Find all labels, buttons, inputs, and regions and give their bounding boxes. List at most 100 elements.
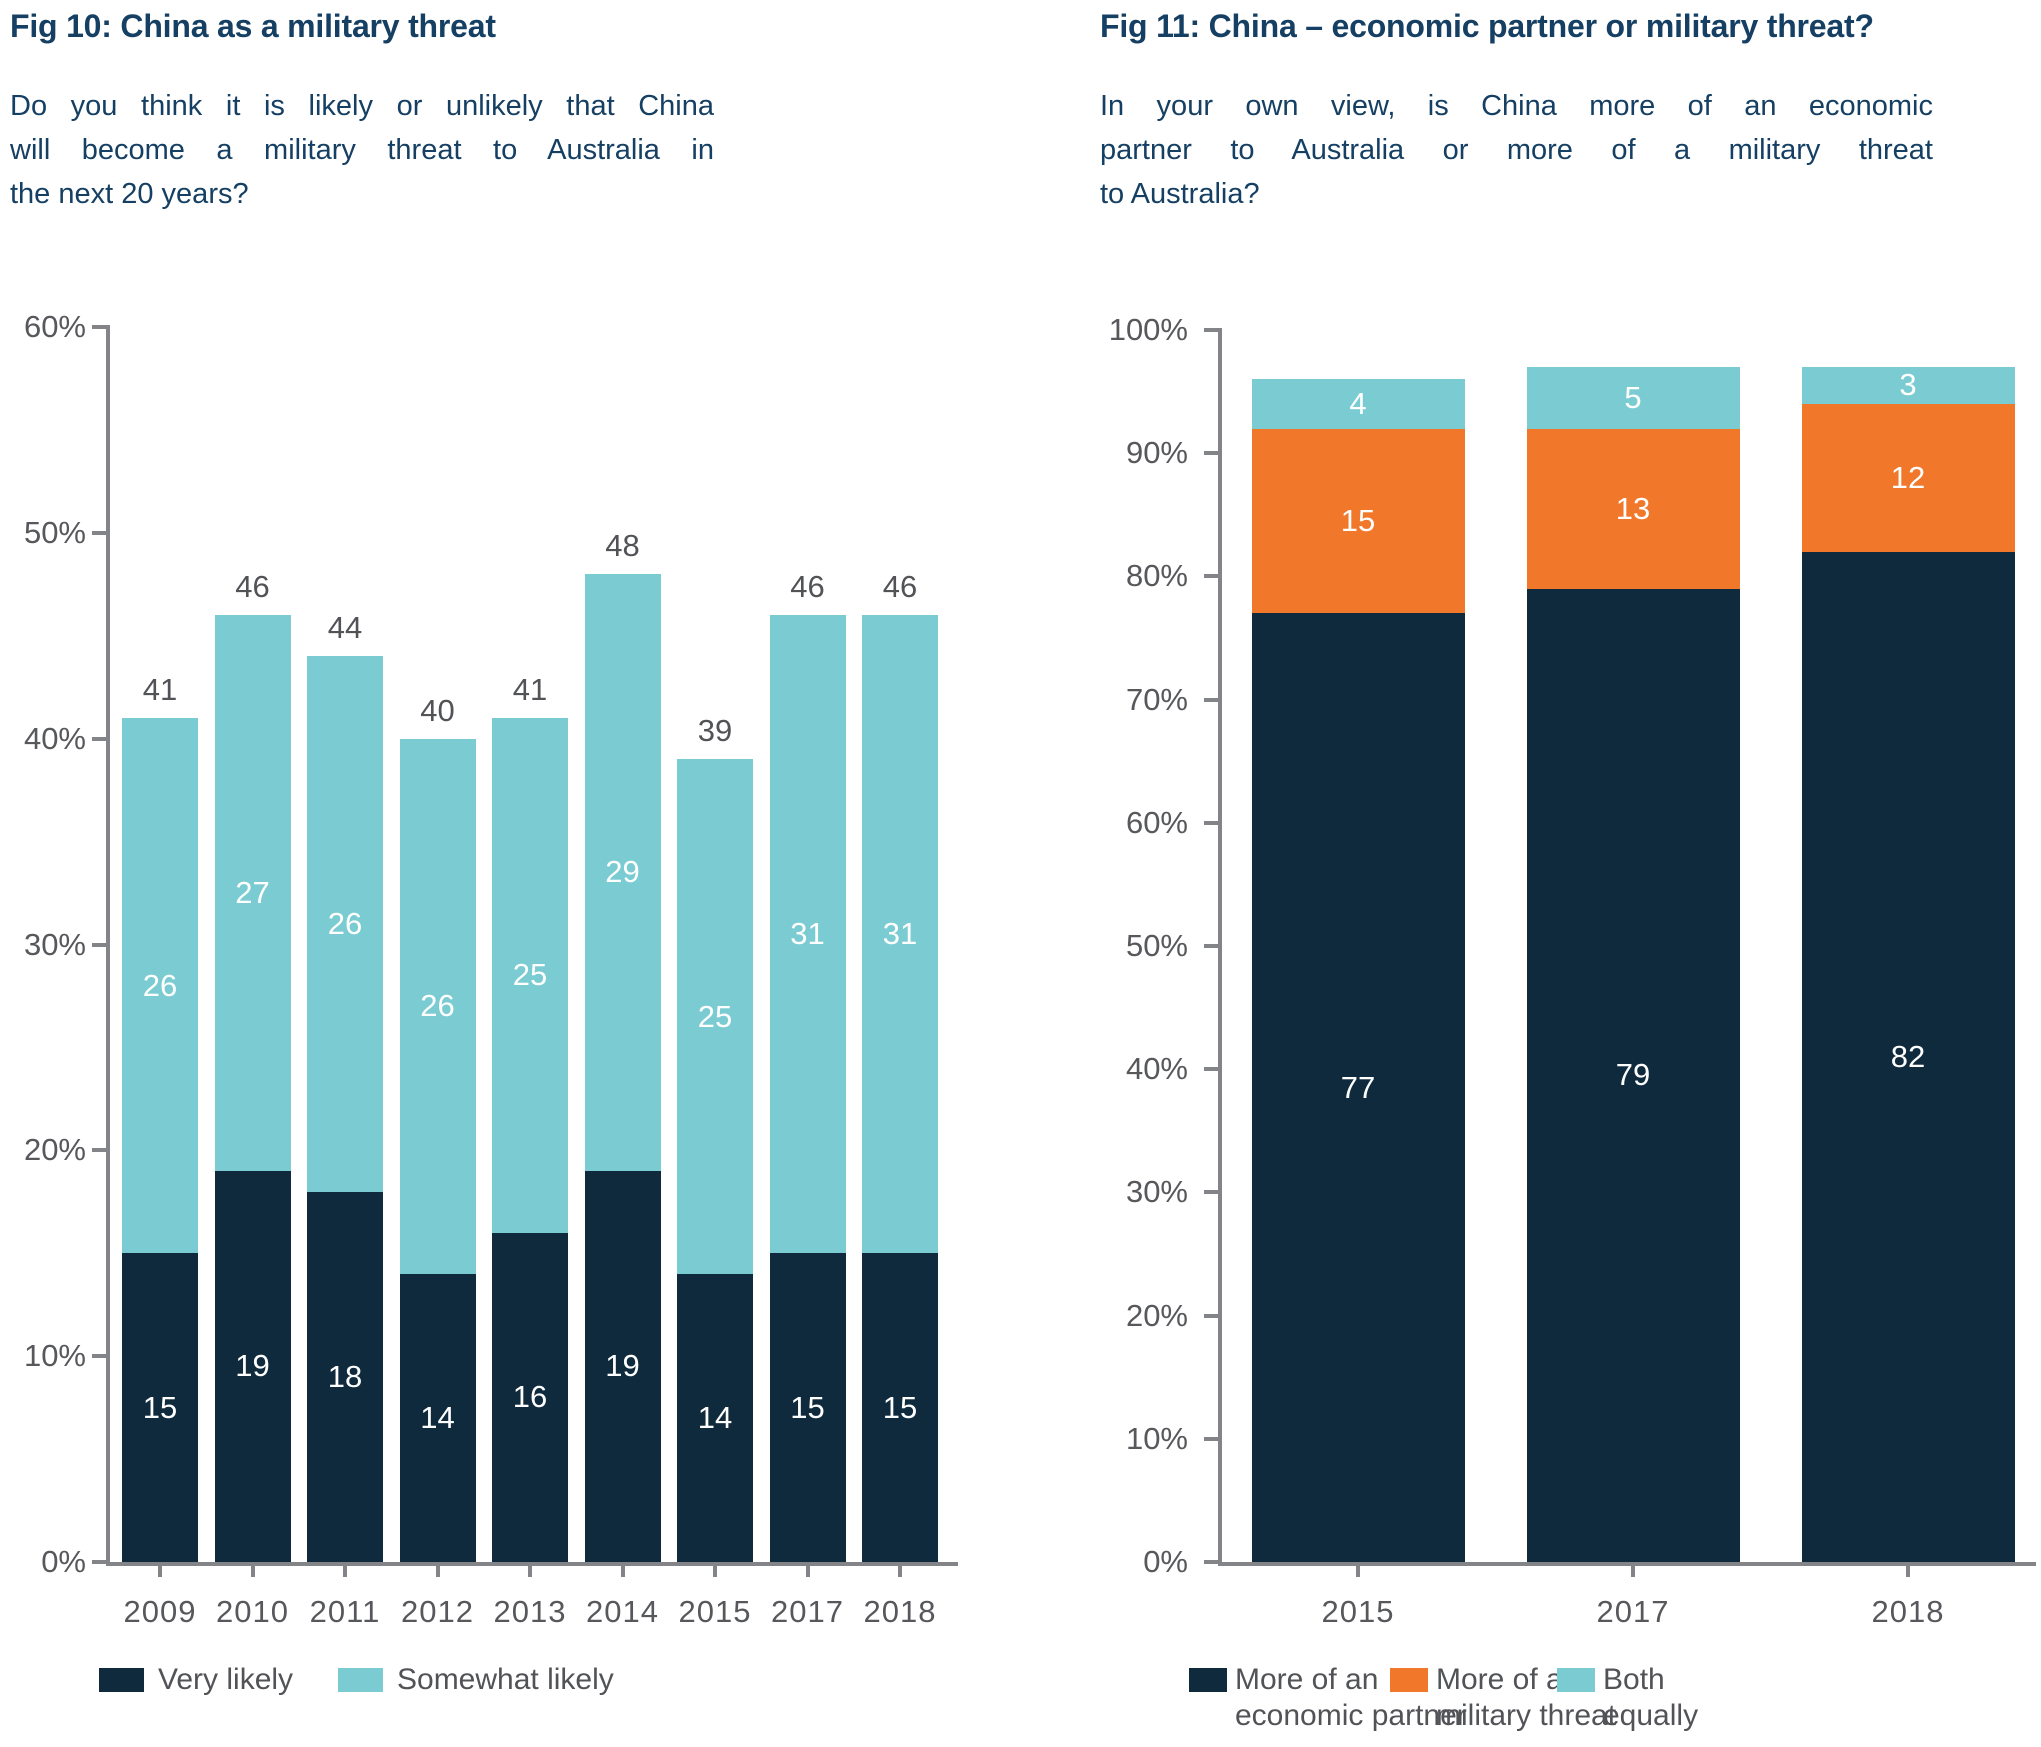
bar-value-2018-very-likely: 15 [882, 1389, 918, 1425]
bar-total-2015: 39 [697, 713, 733, 749]
bar-value-2018-both-equally: 3 [1899, 367, 1917, 403]
bar-total-2012: 40 [420, 692, 455, 728]
bar-value-2010-very-likely: 19 [235, 1348, 270, 1384]
x-axis-label-2018: 2018 [1871, 1594, 1945, 1629]
bar-value-2015-somewhat-likely: 25 [697, 998, 733, 1034]
x-tick [1906, 1566, 1910, 1577]
bar-2012-somewhat-likely [399, 738, 476, 1274]
legend-label-both: Both equally [1603, 1663, 1699, 1732]
y-tick [1204, 820, 1218, 825]
y-tick [1204, 1436, 1218, 1441]
fig11-subtitle-line: In your own view, is China more of an ec… [1100, 90, 1933, 122]
bar-value-2012-somewhat-likely: 26 [420, 988, 455, 1024]
x-tick [620, 1566, 625, 1577]
bar-value-2013-somewhat-likely: 25 [512, 957, 548, 993]
y-tick-label: 50% [1125, 928, 1188, 963]
bar-value-2009-very-likely: 15 [142, 1389, 178, 1425]
bar-2017-somewhat-likely [769, 615, 846, 1254]
bar-2018-more-of-an-economic-partner [1801, 551, 2015, 1562]
bar-2018-both-equally [1801, 366, 2015, 404]
y-tick-label: 60% [1125, 804, 1188, 840]
bar-value-2009-somewhat-likely: 26 [142, 967, 178, 1003]
bar-2012-very-likely [399, 1273, 476, 1562]
legend-swatch-both [1557, 1668, 1595, 1692]
bar-2018-more-of-a-military-threat [1801, 403, 2015, 552]
bar-2015-more-of-an-economic-partner [1251, 613, 1465, 1562]
x-axis-label-2015: 2015 [1321, 1594, 1395, 1629]
y-tick [1204, 574, 1218, 579]
fig10-title: Fig 10: China as a military threat [10, 8, 496, 44]
x-tick [435, 1566, 440, 1577]
bar-value-2015-both-equally: 4 [1349, 385, 1367, 421]
bar-value-2012-very-likely: 14 [420, 1399, 455, 1435]
bar-value-2018-somewhat-likely: 31 [882, 916, 918, 952]
bar-total-2018: 46 [882, 569, 918, 605]
bar-2009-somewhat-likely [122, 718, 198, 1254]
bar-2013-somewhat-likely [492, 718, 568, 1233]
y-tick [1204, 944, 1218, 948]
y-tick-label: 30% [23, 926, 86, 962]
bar-2010-very-likely [214, 1170, 291, 1562]
y-tick [1204, 1067, 1218, 1072]
bar-total-2010: 46 [235, 569, 270, 605]
bar-total-2009: 41 [142, 672, 178, 708]
y-tick-label: 40% [1125, 1051, 1188, 1087]
x-axis-label-2018: 2018 [863, 1594, 937, 1629]
x-axis-line [1218, 1562, 2036, 1566]
x-tick [528, 1566, 532, 1577]
bar-value-2015-more-of-an-economic-partner: 77 [1340, 1069, 1376, 1105]
y-tick-label: 0% [41, 1544, 86, 1579]
fig10-subtitle-line: Do you think it is likely or unlikely th… [10, 90, 714, 122]
bar-value-2017-both-equally: 5 [1624, 379, 1642, 415]
bar-2015-more-of-a-military-threat [1251, 428, 1465, 614]
y-tick-label: 20% [1125, 1297, 1188, 1333]
bar-value-2017-somewhat-likely: 31 [790, 916, 825, 952]
bar-2013-very-likely [492, 1232, 568, 1562]
bar-2018-somewhat-likely [862, 615, 938, 1254]
legend-label-somewhat-likely: Somewhat likely [397, 1663, 614, 1696]
legend-swatch-more-of-an [1189, 1668, 1227, 1692]
bar-total-2013: 41 [512, 672, 548, 708]
legend-label-more-of-an: More of an economic partner [1235, 1663, 1467, 1732]
legend-label-very-likely: Very likely [158, 1663, 294, 1696]
legend-label-more-of-a: More of a military threat [1436, 1663, 1617, 1732]
fig11-subtitle-line: partner to Australia or more of a milita… [1100, 134, 1933, 166]
bar-value-2015-very-likely: 14 [697, 1399, 733, 1435]
legend-swatch-somewhat-likely [338, 1668, 383, 1692]
bar-total-2011: 44 [327, 610, 363, 646]
bar-total-2017: 46 [790, 569, 825, 605]
y-tick [92, 1148, 106, 1153]
x-tick [158, 1566, 162, 1577]
bar-value-2014-somewhat-likely: 29 [605, 854, 640, 890]
bar-value-2011-very-likely: 18 [327, 1358, 363, 1394]
y-tick-label: 40% [23, 720, 86, 756]
x-axis-line [106, 1562, 958, 1566]
bar-2017-more-of-an-economic-partner [1526, 588, 1740, 1562]
bar-2009-very-likely [122, 1253, 198, 1562]
bar-value-2018-more-of-a-military-threat: 12 [1890, 459, 1926, 495]
x-tick [805, 1566, 810, 1577]
y-tick-label: 0% [1143, 1544, 1188, 1579]
x-axis-label-2017: 2017 [1596, 1594, 1670, 1629]
y-tick-label: 30% [1125, 1174, 1188, 1210]
bar-value-2017-very-likely: 15 [790, 1389, 825, 1425]
bar-value-2018-more-of-an-economic-partner: 82 [1890, 1038, 1926, 1074]
fig10-subtitle-line: the next 20 years? [10, 178, 249, 210]
y-tick [1204, 1313, 1218, 1318]
y-tick [1204, 328, 1218, 332]
bar-2014-very-likely [584, 1170, 661, 1562]
x-axis-label-2017: 2017 [771, 1594, 844, 1629]
bar-value-2011-somewhat-likely: 26 [327, 905, 363, 941]
fig11-subtitle: In your own view, is China more of an ec… [1100, 84, 1933, 216]
x-axis-label-2012: 2012 [401, 1594, 474, 1629]
bar-2017-more-of-a-military-threat [1526, 428, 1740, 589]
y-tick [92, 942, 106, 947]
y-tick-label: 70% [1125, 681, 1188, 717]
bar-value-2017-more-of-a-military-threat: 13 [1615, 490, 1651, 526]
y-tick [1204, 697, 1218, 702]
y-tick [1204, 451, 1218, 456]
bar-2010-somewhat-likely [214, 615, 291, 1171]
y-tick [92, 1354, 106, 1359]
legend-swatch-more-of-a [1390, 1668, 1428, 1692]
fig10-subtitle: Do you think it is likely or unlikely th… [10, 84, 714, 216]
